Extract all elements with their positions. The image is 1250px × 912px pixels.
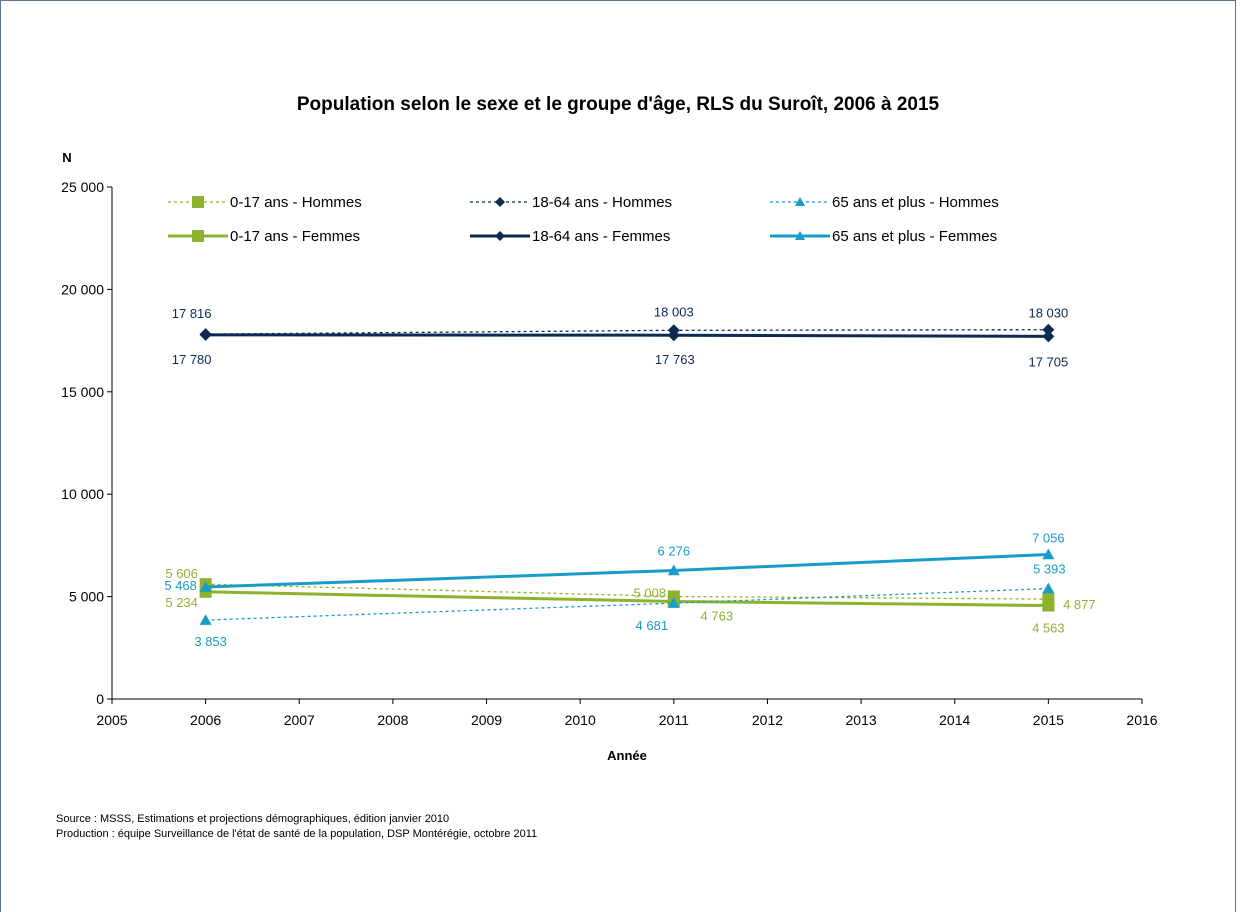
x-tick-label: 2011 [659, 712, 689, 728]
source-note: Source : MSSS, Estimations et projection… [56, 813, 450, 825]
data-label: 5 393 [1033, 562, 1066, 577]
x-tick-label: 2008 [377, 712, 408, 728]
data-point [667, 324, 680, 337]
legend-swatch-marker [192, 230, 204, 242]
data-point [1042, 323, 1055, 336]
legend-item: 65 ans et plus - Femmes [770, 228, 997, 245]
x-tick-label: 2012 [752, 712, 783, 728]
legend-label: 0-17 ans - Femmes [230, 228, 360, 245]
data-label: 5 234 [165, 595, 198, 610]
legend-swatch-marker [192, 196, 204, 208]
y-axis-label: N [62, 150, 71, 165]
y-tick-label: 25 000 [61, 179, 104, 195]
x-tick-label: 2005 [96, 712, 127, 728]
data-label: 4 681 [636, 618, 669, 633]
series-18-64-ans-femmes: 17 780 17 763 17 705 [172, 328, 1068, 369]
y-tick-label: 15 000 [61, 384, 104, 400]
data-point [199, 614, 212, 625]
x-tick-label: 2014 [939, 712, 970, 728]
data-label: 18 003 [654, 304, 694, 319]
production-note: Production : équipe Surveillance de l'ét… [56, 828, 538, 840]
data-label: 17 763 [655, 352, 695, 367]
x-axis-label: Année [607, 748, 647, 763]
data-label: 17 780 [172, 352, 212, 367]
data-point [1042, 582, 1055, 594]
data-point [199, 328, 212, 341]
data-label: 5 008 [634, 585, 667, 600]
legend: 0-17 ans - Hommes 18-64 ans - Hommes 65 an… [168, 194, 999, 245]
legend-item: 18-64 ans - Hommes [470, 194, 672, 211]
data-label: 4 877 [1063, 597, 1096, 612]
legend-swatch-marker [795, 231, 805, 240]
legend-item: 65 ans et plus - Hommes [770, 194, 999, 211]
data-label: 4 563 [1032, 621, 1065, 636]
axes: 0 5 000 10 000 15 000 20 000 25 000 2005 2006 20… [61, 179, 1158, 728]
legend-label: 65 ans et plus - Femmes [832, 228, 997, 245]
data-label: 7 056 [1032, 530, 1065, 545]
chart-title: Population selon le sexe et le groupe d'… [297, 94, 940, 115]
x-tick-label: 2013 [846, 712, 877, 728]
legend-label: 65 ans et plus - Hommes [832, 194, 999, 211]
data-label: 18 030 [1028, 306, 1068, 321]
legend-label: 18-64 ans - Hommes [532, 194, 672, 211]
legend-swatch-marker [495, 231, 505, 241]
y-tick-label: 5 000 [69, 589, 104, 605]
legend-label: 18-64 ans - Femmes [532, 228, 670, 245]
series-line [205, 333, 1049, 338]
y-tick-label: 10 000 [61, 486, 104, 502]
legend-label: 0-17 ans - Hommes [230, 194, 362, 211]
data-point [1042, 548, 1055, 560]
data-point [199, 581, 212, 592]
x-tick-label: 2007 [284, 712, 315, 728]
series-line [205, 552, 1049, 589]
series-65-ans-et-plus-hommes: 3 853 4 681 5 393 [194, 562, 1065, 650]
x-tick-label: 2006 [190, 712, 221, 728]
x-tick-label: 2015 [1033, 712, 1064, 728]
data-point [1042, 593, 1055, 606]
data-label: 4 763 [701, 608, 734, 623]
data-label: 5 606 [165, 566, 198, 581]
data-label: 17 816 [172, 306, 212, 321]
series-layer: 5 234 4 763 4 563 5 606 5 008 4 877 3 853 4 681… [164, 304, 1095, 649]
x-tick-label: 2016 [1126, 712, 1157, 728]
data-point [667, 590, 680, 603]
legend-item: 0-17 ans - Femmes [168, 228, 360, 245]
series-65-ans-et-plus-femmes: 5 468 6 276 7 056 [164, 530, 1064, 593]
series-18-64-ans-hommes: 17 816 18 003 18 030 [172, 304, 1068, 341]
x-tick-label: 2010 [565, 712, 596, 728]
data-label: 3 853 [194, 634, 227, 649]
series-0-17-ans-femmes: 5 234 4 763 4 563 [165, 585, 1065, 636]
legend-swatch-marker [495, 197, 505, 207]
data-label: 5 468 [164, 578, 197, 593]
x-tick-label: 2009 [471, 712, 502, 728]
data-point [667, 597, 680, 608]
legend-item: 18-64 ans - Femmes [470, 228, 670, 245]
data-point [1042, 330, 1055, 343]
series-0-17-ans-hommes: 5 606 5 008 4 877 [165, 566, 1095, 612]
series-line [205, 329, 1049, 335]
series-line [205, 583, 1049, 600]
data-point [667, 564, 680, 576]
y-tick-label: 20 000 [61, 281, 104, 297]
legend-swatch-marker [795, 197, 805, 206]
data-label: 6 276 [658, 543, 691, 558]
legend-item: 0-17 ans - Hommes [168, 194, 362, 211]
y-tick-label: 0 [96, 691, 104, 707]
data-label: 17 705 [1028, 354, 1068, 369]
